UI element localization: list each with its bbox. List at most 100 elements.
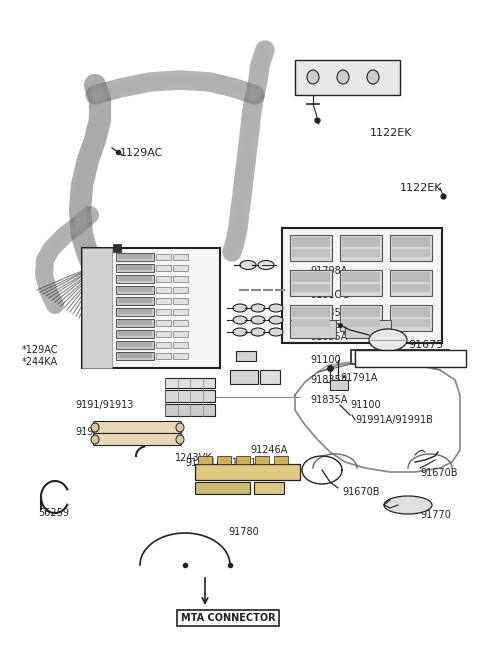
FancyBboxPatch shape — [195, 464, 300, 480]
FancyBboxPatch shape — [116, 275, 154, 283]
FancyBboxPatch shape — [390, 235, 432, 261]
FancyBboxPatch shape — [392, 249, 430, 257]
FancyBboxPatch shape — [342, 237, 380, 247]
FancyBboxPatch shape — [290, 320, 336, 338]
Ellipse shape — [91, 435, 99, 444]
FancyBboxPatch shape — [282, 228, 442, 343]
FancyBboxPatch shape — [355, 350, 466, 367]
FancyBboxPatch shape — [236, 456, 250, 464]
Text: 91670B: 91670B — [342, 487, 380, 497]
Ellipse shape — [233, 304, 247, 312]
FancyBboxPatch shape — [392, 284, 430, 292]
Text: 9181OC: 9181OC — [310, 290, 349, 300]
Ellipse shape — [251, 328, 265, 336]
FancyBboxPatch shape — [236, 351, 256, 361]
FancyBboxPatch shape — [116, 330, 154, 338]
FancyBboxPatch shape — [260, 370, 280, 384]
Text: 91835A: 91835A — [310, 308, 348, 318]
FancyBboxPatch shape — [116, 308, 154, 316]
FancyBboxPatch shape — [330, 380, 348, 390]
FancyBboxPatch shape — [116, 319, 154, 327]
FancyBboxPatch shape — [173, 298, 188, 304]
FancyBboxPatch shape — [173, 265, 188, 271]
FancyBboxPatch shape — [118, 320, 152, 325]
Text: 91100: 91100 — [350, 400, 381, 410]
FancyBboxPatch shape — [340, 305, 382, 331]
FancyBboxPatch shape — [94, 422, 181, 434]
FancyBboxPatch shape — [342, 319, 380, 327]
FancyBboxPatch shape — [156, 254, 171, 260]
Text: 91670B: 91670B — [420, 468, 457, 478]
Ellipse shape — [269, 316, 283, 324]
Ellipse shape — [307, 70, 319, 84]
FancyBboxPatch shape — [173, 287, 188, 293]
Text: 91780: 91780 — [228, 527, 259, 537]
FancyBboxPatch shape — [82, 248, 220, 368]
FancyBboxPatch shape — [156, 331, 171, 337]
FancyBboxPatch shape — [290, 270, 332, 296]
Ellipse shape — [233, 328, 247, 336]
FancyBboxPatch shape — [165, 404, 215, 416]
Text: 91991A/91991B: 91991A/91991B — [355, 415, 433, 425]
Ellipse shape — [258, 260, 274, 269]
FancyBboxPatch shape — [156, 298, 171, 304]
FancyBboxPatch shape — [274, 456, 288, 464]
FancyBboxPatch shape — [290, 235, 332, 261]
Ellipse shape — [337, 70, 349, 84]
FancyBboxPatch shape — [342, 284, 380, 292]
Ellipse shape — [233, 316, 247, 324]
FancyBboxPatch shape — [390, 305, 432, 331]
FancyBboxPatch shape — [392, 237, 430, 247]
FancyBboxPatch shape — [342, 272, 380, 282]
FancyBboxPatch shape — [116, 264, 154, 272]
FancyBboxPatch shape — [392, 272, 430, 282]
FancyBboxPatch shape — [118, 331, 152, 336]
FancyBboxPatch shape — [217, 456, 231, 464]
FancyBboxPatch shape — [94, 434, 181, 445]
FancyBboxPatch shape — [156, 320, 171, 326]
FancyBboxPatch shape — [156, 276, 171, 282]
FancyBboxPatch shape — [116, 297, 154, 305]
FancyBboxPatch shape — [292, 307, 330, 317]
FancyBboxPatch shape — [230, 370, 258, 384]
FancyBboxPatch shape — [173, 331, 188, 337]
Text: 91798A: 91798A — [310, 266, 348, 276]
Text: 1122EK: 1122EK — [400, 183, 443, 193]
Text: 91835A: 91835A — [310, 375, 348, 385]
Ellipse shape — [176, 423, 184, 432]
Text: 91835A: 91835A — [310, 395, 348, 405]
Text: *244KA: *244KA — [22, 357, 58, 367]
Text: 1122EK: 1122EK — [370, 128, 412, 138]
FancyBboxPatch shape — [173, 342, 188, 348]
FancyBboxPatch shape — [116, 341, 154, 349]
Ellipse shape — [269, 328, 283, 336]
FancyBboxPatch shape — [156, 353, 171, 359]
FancyBboxPatch shape — [345, 320, 391, 338]
FancyBboxPatch shape — [342, 249, 380, 257]
FancyBboxPatch shape — [118, 353, 152, 358]
FancyBboxPatch shape — [173, 276, 188, 282]
Text: 56259: 56259 — [38, 508, 69, 518]
FancyBboxPatch shape — [292, 284, 330, 292]
FancyBboxPatch shape — [292, 319, 330, 327]
Ellipse shape — [91, 423, 99, 432]
FancyBboxPatch shape — [295, 60, 400, 95]
Text: MTA CONNECTOR: MTA CONNECTOR — [180, 613, 276, 623]
FancyBboxPatch shape — [392, 307, 430, 317]
FancyBboxPatch shape — [156, 309, 171, 315]
Text: 9191/91913: 9191/91913 — [75, 400, 133, 410]
FancyBboxPatch shape — [118, 265, 152, 270]
Ellipse shape — [176, 435, 184, 444]
Text: 91675: 91675 — [408, 340, 443, 350]
Ellipse shape — [251, 304, 265, 312]
FancyBboxPatch shape — [156, 287, 171, 293]
Ellipse shape — [384, 496, 432, 514]
Text: STARTER SOLENOID: STARTER SOLENOID — [354, 353, 446, 361]
FancyBboxPatch shape — [173, 320, 188, 326]
FancyBboxPatch shape — [156, 265, 171, 271]
FancyBboxPatch shape — [116, 253, 154, 261]
Ellipse shape — [369, 329, 407, 351]
Text: 91991A/9'991B: 91991A/9'991B — [75, 427, 149, 437]
FancyBboxPatch shape — [195, 482, 250, 494]
FancyBboxPatch shape — [118, 342, 152, 347]
